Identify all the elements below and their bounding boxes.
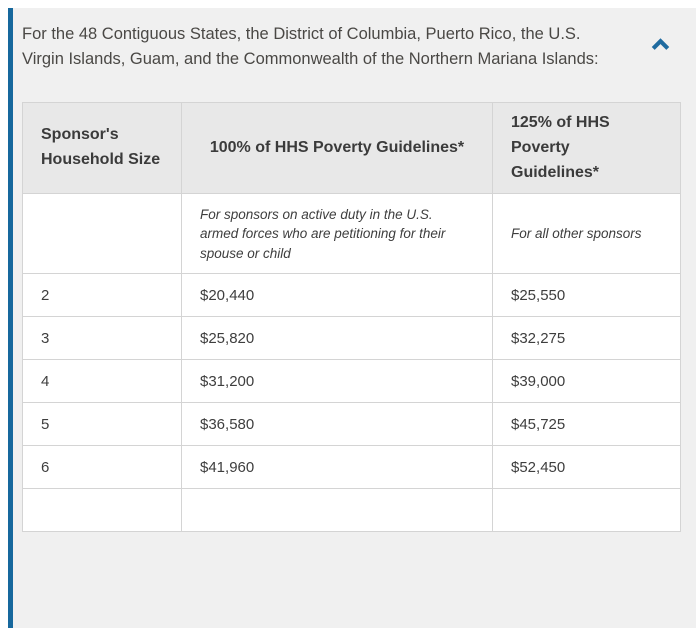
accordion-toggle-button[interactable] xyxy=(640,22,680,64)
chevron-up-icon[interactable] xyxy=(651,36,670,51)
household-size-cell xyxy=(22,488,182,533)
guideline-100-cell: $20,440 xyxy=(181,273,493,318)
accordion-title: For the 48 Contiguous States, the Distri… xyxy=(22,25,599,68)
household-size-cell: 2 xyxy=(22,273,182,318)
column-header-100-percent: 100% of HHS Poverty Guidelines* xyxy=(181,101,493,195)
subheader-empty-cell xyxy=(22,193,182,275)
poverty-guidelines-table: Sponsor's Household Size 100% of HHS Pov… xyxy=(22,101,681,533)
table-header-row: Sponsor's Household Size 100% of HHS Pov… xyxy=(22,101,681,195)
guideline-100-cell xyxy=(181,488,493,533)
guideline-125-cell: $45,725 xyxy=(492,402,681,447)
guideline-100-cell: $41,960 xyxy=(181,445,493,490)
household-size-cell: 5 xyxy=(22,402,182,447)
column-header-125-percent: 125% of HHS Poverty Guidelines* xyxy=(492,101,681,195)
table-row: 6 $41,960 $52,450 xyxy=(22,445,681,490)
household-size-cell: 3 xyxy=(22,316,182,361)
accordion-header[interactable]: For the 48 Contiguous States, the Distri… xyxy=(22,22,680,72)
table-row-partially-visible xyxy=(22,488,681,533)
accordion-panel: For the 48 Contiguous States, the Distri… xyxy=(8,8,696,628)
table-row: 4 $31,200 $39,000 xyxy=(22,359,681,404)
household-size-cell: 4 xyxy=(22,359,182,404)
table-row: 2 $20,440 $25,550 xyxy=(22,273,681,318)
subheader-active-duty-note: For sponsors on active duty in the U.S. … xyxy=(181,193,493,275)
guideline-125-cell xyxy=(492,488,681,533)
table-subheader-row: For sponsors on active duty in the U.S. … xyxy=(22,193,681,275)
guideline-125-cell: $25,550 xyxy=(492,273,681,318)
guideline-125-cell: $52,450 xyxy=(492,445,681,490)
guideline-100-cell: $25,820 xyxy=(181,316,493,361)
subheader-all-other-sponsors-note: For all other sponsors xyxy=(492,193,681,275)
household-size-cell: 6 xyxy=(22,445,182,490)
column-header-household-size: Sponsor's Household Size xyxy=(22,101,182,195)
guideline-100-cell: $36,580 xyxy=(181,402,493,447)
guideline-125-cell: $39,000 xyxy=(492,359,681,404)
guideline-125-cell: $32,275 xyxy=(492,316,681,361)
table-row: 3 $25,820 $32,275 xyxy=(22,316,681,361)
table-row: 5 $36,580 $45,725 xyxy=(22,402,681,447)
guideline-100-cell: $31,200 xyxy=(181,359,493,404)
